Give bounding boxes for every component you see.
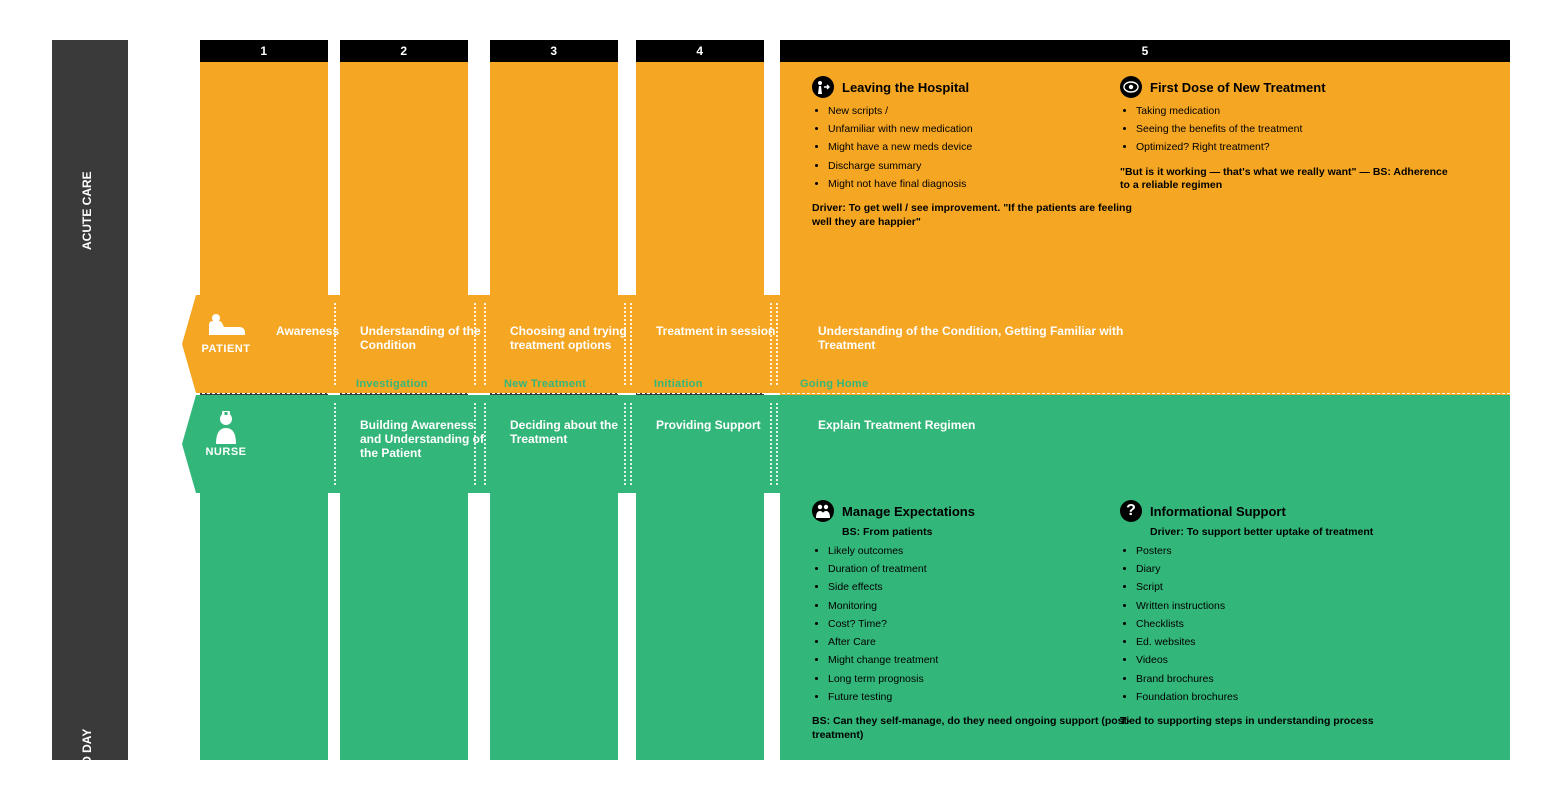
band-separator	[630, 303, 632, 385]
nurse-stage-text-3: Explain Treatment Regimen	[818, 419, 975, 433]
left-label-day-to-day: DAY TO DAY	[80, 729, 94, 800]
band-separator	[630, 403, 632, 485]
timeline-stage-2: New Treatment	[504, 378, 586, 390]
nurse-avatar-footer-1: Tied to supporting steps in understandin…	[1120, 715, 1450, 729]
patient-avatar-bullets-1: Taking medicationSeeing the benefits of …	[1120, 104, 1430, 156]
patient-stage-text-2: Choosing and trying treatment options	[510, 325, 640, 353]
journey-diagram: ACUTE CARE DAY TO DAY 1234 5 PATIENT NUR…	[0, 0, 1550, 800]
patient-avatar-box-1: First Dose of New Treatment Taking medica…	[1120, 76, 1450, 193]
patient-stage-text-4: Understanding of the Condition, Getting …	[818, 325, 1138, 353]
nurse-stage-text-0: Building Awareness and Understanding of …	[360, 419, 490, 460]
band-separator	[770, 303, 772, 385]
left-label-acute-care: ACUTE CARE	[80, 171, 94, 250]
phase-tab-1: 1	[200, 40, 328, 62]
patient-stage-text-1: Understanding of the Condition	[360, 325, 490, 353]
patient-stage-text-0: Awareness	[276, 325, 339, 339]
nurse-avatar-footer-0: BS: Can they self-manage, do they need o…	[812, 715, 1142, 742]
patient-stage-text-3: Treatment in session	[656, 325, 775, 339]
timeline-stage-4: Going Home	[800, 378, 868, 390]
patient-avatar-box-0: Leaving the Hospital New scripts /Unfamil…	[812, 76, 1142, 229]
patient-avatar-bullets-0: New scripts /Unfamiliar with new medicat…	[812, 104, 1122, 192]
phase-tab-5: 5	[780, 40, 1510, 62]
band-separator	[334, 303, 336, 385]
phase-tab-4: 4	[636, 40, 764, 62]
band-separator	[484, 403, 486, 485]
phase-tab-2: 2	[340, 40, 468, 62]
nurse-stage-text-1: Deciding about the Treatment	[510, 419, 640, 447]
band-separator	[474, 403, 476, 485]
two-people-icon	[812, 500, 834, 522]
nurse-avatar-box-1: ?Informational SupportDriver: To support…	[1120, 500, 1450, 729]
person-exit-icon	[812, 76, 834, 98]
nurse-avatar-bullets-0: Likely outcomesDuration of treatmentSide…	[812, 544, 1122, 705]
phase-tab-3: 3	[490, 40, 618, 62]
band-separator	[624, 303, 626, 385]
nurse-avatar-title-0: Manage Expectations	[812, 500, 1142, 522]
band-separator	[334, 403, 336, 485]
band-separator	[776, 303, 778, 385]
patient-role-label: PATIENT	[196, 313, 256, 355]
timeline-stage-1: Investigation	[356, 378, 428, 390]
patient-icon	[205, 313, 247, 341]
nurse-icon	[210, 410, 242, 444]
left-bracket: ACUTE CARE DAY TO DAY	[52, 40, 128, 760]
nurse-role-label: NURSE	[196, 410, 256, 458]
patient-avatar-title-1: First Dose of New Treatment	[1120, 76, 1450, 98]
question-icon: ?	[1120, 500, 1142, 522]
band-separator	[770, 403, 772, 485]
band-separator	[776, 403, 778, 485]
band-separator	[474, 303, 476, 385]
timeline-stage-3: Initiation	[654, 378, 703, 390]
eye-pill-icon	[1120, 76, 1142, 98]
patient-avatar-footer-1: "But is it working — that's what we real…	[1120, 166, 1450, 193]
band-separator	[484, 303, 486, 385]
patient-avatar-title-0: Leaving the Hospital	[812, 76, 1142, 98]
nurse-stage-text-2: Providing Support	[656, 419, 761, 433]
patient-avatar-footer-0: Driver: To get well / see improvement. "…	[812, 202, 1142, 229]
nurse-avatar-bullets-1: PostersDiaryScriptWritten instructionsCh…	[1120, 544, 1430, 705]
nurse-avatar-title-1: ?Informational Support	[1120, 500, 1450, 522]
timeline-stage-0: Diagnosis	[212, 378, 267, 390]
band-separator	[624, 403, 626, 485]
timeline-divider: DiagnosisInvestigationNew TreatmentIniti…	[182, 393, 1510, 395]
nurse-avatar-box-0: Manage ExpectationsBS: From patientsLike…	[812, 500, 1142, 742]
